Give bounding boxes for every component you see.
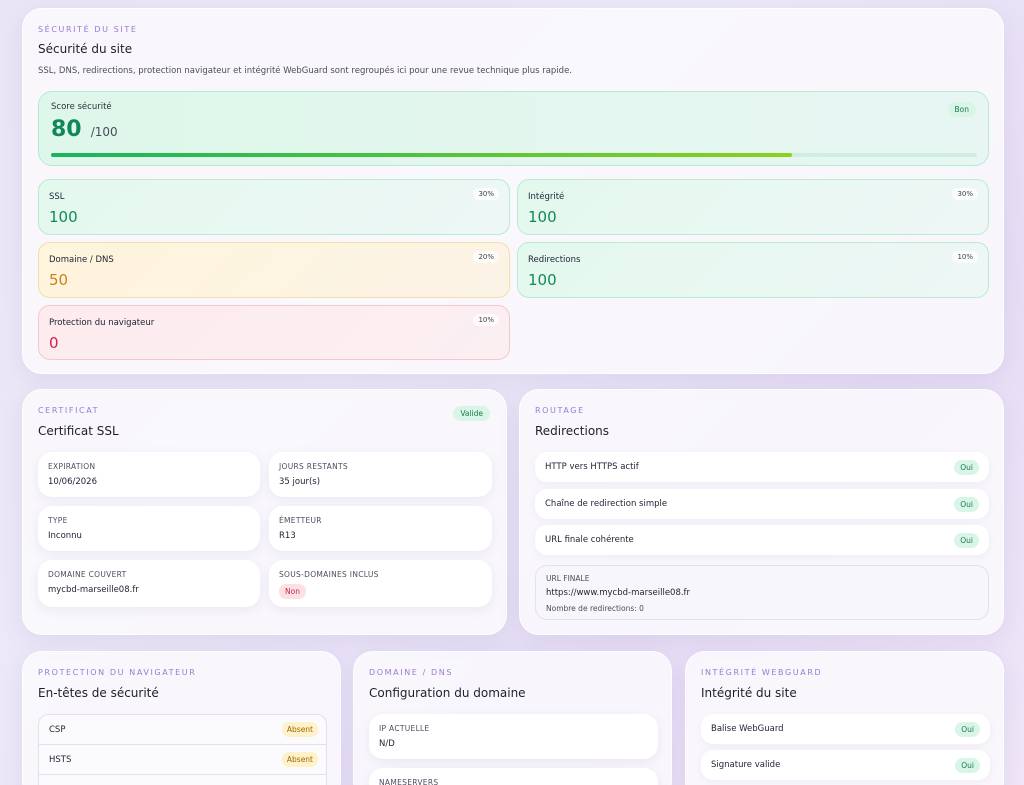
cert-subdomains: SOUS-DOMAINES INCLUS Non: [269, 560, 492, 607]
check-status-badge: Oui: [954, 497, 979, 512]
webguard-eyebrow: INTÉGRITÉ WEBGUARD: [701, 668, 823, 677]
field-value: 10/06/2026: [48, 477, 97, 487]
metric-ssl: SSL 100 30%: [38, 179, 510, 235]
certificate-title: Certificat SSL: [38, 424, 119, 438]
field-key: SOUS-DOMAINES INCLUS: [279, 570, 379, 579]
redirect-check-final-url: URL finale cohérente Oui: [535, 525, 989, 555]
cert-days-remaining: JOURS RESTANTS 35 jour(s): [269, 452, 492, 497]
score-label: Score sécurité: [51, 102, 112, 112]
field-key: NAMESERVERS: [379, 778, 439, 785]
score-status-badge: Bon: [947, 102, 976, 117]
webguard-card: INTÉGRITÉ WEBGUARD Intégrité du site Bal…: [685, 651, 1004, 785]
header-row-hsts: HSTS Absent: [39, 745, 326, 775]
metric-weight-badge: 20%: [473, 251, 499, 263]
metric-value: 100: [49, 208, 78, 226]
field-value: N/D: [379, 739, 395, 749]
metric-value: 0: [49, 334, 59, 352]
score-progress-fill: [51, 153, 792, 157]
redirect-check-chain: Chaîne de redirection simple Oui: [535, 489, 989, 519]
check-label: Signature valide: [711, 760, 781, 770]
certificate-card: CERTIFICAT Certificat SSL Valide EXPIRAT…: [22, 389, 507, 635]
header-label: HSTS: [49, 755, 72, 765]
check-label: HTTP vers HTTPS actif: [545, 462, 639, 472]
redirect-check-https: HTTP vers HTTPS actif Oui: [535, 452, 989, 482]
security-subtitle: SSL, DNS, redirections, protection navig…: [38, 66, 573, 76]
metric-integrity: Intégrité 100 30%: [517, 179, 989, 235]
security-title: Sécurité du site: [38, 42, 133, 56]
metric-domain-dns: Domaine / DNS 50 20%: [38, 242, 510, 298]
browser-protection-eyebrow: PROTECTION DU NAVIGATEUR: [38, 668, 197, 677]
webguard-check-tag: Balise WebGuard Oui: [701, 714, 990, 744]
field-key: DOMAINE COUVERT: [48, 570, 127, 579]
routing-title: Redirections: [535, 424, 610, 438]
field-value: R13: [279, 531, 296, 541]
header-status-badge: Absent: [281, 722, 318, 737]
field-value: 35 jour(s): [279, 477, 321, 487]
headers-list: CSP Absent HSTS Absent: [38, 714, 327, 785]
check-status-badge: Oui: [955, 758, 980, 773]
final-url-panel: URL FINALE https://www.mycbd-marseille08…: [535, 565, 989, 620]
metric-value: 100: [528, 208, 557, 226]
check-status-badge: Oui: [954, 533, 979, 548]
webguard-title: Intégrité du site: [701, 686, 797, 700]
security-card: SÉCURITÉ DU SITE Sécurité du site SSL, D…: [22, 8, 1004, 374]
metric-value: 100: [528, 271, 557, 289]
header-label: CSP: [49, 725, 66, 735]
check-status-badge: Oui: [955, 722, 980, 737]
score-progress-track: [51, 153, 977, 157]
security-eyebrow: SÉCURITÉ DU SITE: [38, 25, 138, 34]
check-label: Chaîne de redirection simple: [545, 499, 668, 509]
score-panel: Score sécurité 80 /100 Bon: [38, 91, 989, 166]
dns-nameservers: NAMESERVERS: [369, 768, 658, 785]
browser-protection-card: PROTECTION DU NAVIGATEUR En-têtes de séc…: [22, 651, 341, 785]
metric-weight-badge: 10%: [473, 314, 499, 326]
metric-value: 50: [49, 271, 69, 289]
metric-browser-protection: Protection du navigateur 0 10%: [38, 305, 510, 360]
field-key: ÉMETTEUR: [279, 516, 322, 525]
subdomains-status-badge: Non: [279, 584, 306, 599]
browser-protection-title: En-têtes de sécurité: [38, 686, 159, 700]
field-key: EXPIRATION: [48, 462, 96, 471]
redirect-count: Nombre de redirections: 0: [546, 604, 644, 613]
score-max: /100: [90, 125, 118, 139]
final-url-value[interactable]: https://www.mycbd-marseille08.fr: [546, 588, 691, 598]
check-label: URL finale cohérente: [545, 535, 634, 545]
field-value: Inconnu: [48, 531, 82, 541]
check-label: Balise WebGuard: [711, 724, 784, 734]
metric-redirections: Redirections 100 10%: [517, 242, 989, 298]
header-status-badge: Absent: [281, 752, 318, 767]
metric-weight-badge: 30%: [473, 188, 499, 200]
certificate-status-badge: Valide: [453, 406, 490, 421]
header-row-csp: CSP Absent: [39, 715, 326, 745]
field-key: JOURS RESTANTS: [279, 462, 348, 471]
final-url-label: URL FINALE: [546, 574, 590, 583]
field-key: TYPE: [48, 516, 68, 525]
cert-issuer: ÉMETTEUR R13: [269, 506, 492, 551]
dns-current-ip: IP ACTUELLE N/D: [369, 714, 658, 759]
routing-eyebrow: ROUTAGE: [535, 406, 585, 415]
dns-eyebrow: DOMAINE / DNS: [369, 668, 454, 677]
check-status-badge: Oui: [954, 460, 979, 475]
field-key: IP ACTUELLE: [379, 724, 430, 733]
metric-label: Intégrité: [528, 192, 565, 202]
metric-weight-badge: 10%: [952, 251, 978, 263]
score-value: 80 /100: [51, 117, 118, 142]
metric-label: SSL: [49, 192, 65, 202]
cert-type: TYPE Inconnu: [38, 506, 260, 551]
routing-card: ROUTAGE Redirections HTTP vers HTTPS act…: [519, 389, 1004, 635]
score-number: 80: [51, 117, 82, 142]
cert-domain-covered: DOMAINE COUVERT mycbd-marseille08.fr: [38, 560, 260, 607]
certificate-eyebrow: CERTIFICAT: [38, 406, 100, 415]
dns-card: DOMAINE / DNS Configuration du domaine I…: [353, 651, 672, 785]
metric-weight-badge: 30%: [952, 188, 978, 200]
dns-title: Configuration du domaine: [369, 686, 526, 700]
cert-expiration: EXPIRATION 10/06/2026: [38, 452, 260, 497]
metric-label: Domaine / DNS: [49, 255, 114, 265]
metric-label: Redirections: [528, 255, 581, 265]
metric-label: Protection du navigateur: [49, 318, 155, 328]
field-value: mycbd-marseille08.fr: [48, 585, 139, 595]
webguard-check-signature: Signature valide Oui: [701, 750, 990, 780]
